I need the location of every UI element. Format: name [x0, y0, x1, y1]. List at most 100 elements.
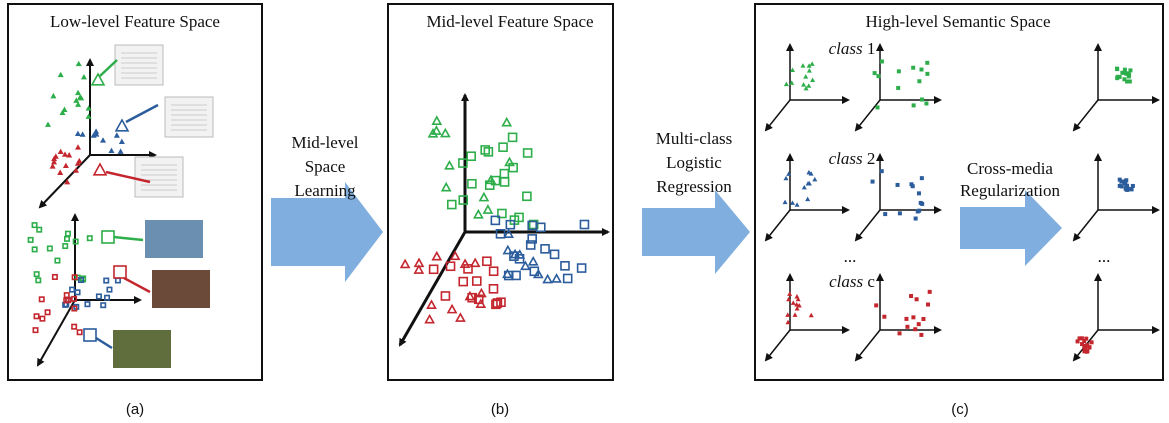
point	[551, 250, 559, 258]
axis	[766, 330, 790, 360]
link-arrow	[126, 105, 158, 122]
point	[800, 63, 805, 68]
point	[456, 314, 464, 321]
class-word: class	[829, 39, 863, 58]
point	[580, 221, 588, 229]
point	[924, 101, 928, 105]
point	[500, 170, 508, 178]
point	[490, 267, 498, 275]
arrow-label: Regression	[656, 177, 732, 196]
point	[503, 119, 511, 126]
point	[489, 285, 497, 293]
axis	[400, 232, 465, 345]
point	[561, 262, 569, 270]
point	[441, 129, 449, 136]
point	[871, 180, 875, 184]
point	[448, 305, 456, 312]
point	[1128, 68, 1132, 72]
point	[461, 260, 469, 267]
link-arrow	[100, 60, 117, 76]
point	[1128, 79, 1132, 83]
caption: (c)	[951, 401, 969, 418]
axis	[40, 155, 90, 207]
point	[32, 247, 36, 251]
point	[1085, 349, 1089, 353]
arrow-label: Multi-class	[656, 129, 733, 148]
point	[873, 71, 877, 75]
point	[480, 193, 488, 200]
panel-title: High-level Semantic Space	[865, 12, 1050, 31]
point	[473, 277, 481, 285]
point	[445, 162, 453, 169]
point	[63, 163, 69, 168]
point	[45, 310, 49, 314]
point	[85, 302, 89, 306]
point	[428, 301, 436, 308]
point	[37, 227, 41, 231]
point	[917, 191, 921, 195]
point	[809, 313, 814, 318]
point	[904, 317, 908, 321]
point	[898, 331, 902, 335]
point	[529, 258, 537, 265]
axis	[38, 300, 75, 365]
point	[917, 322, 921, 326]
class-label: class c	[829, 272, 875, 291]
point	[925, 72, 929, 76]
point	[541, 245, 549, 253]
class-index: 2	[867, 149, 876, 168]
point	[803, 74, 808, 79]
ellipsis: ...	[1098, 247, 1111, 266]
arrow-label: Space	[305, 157, 346, 176]
point	[61, 107, 67, 112]
axis	[766, 100, 790, 130]
link-arrow	[114, 237, 143, 240]
diagram: Low-level Feature Space Mid-level Featur…	[0, 0, 1169, 423]
point	[1120, 71, 1124, 75]
point	[1076, 339, 1080, 343]
point	[483, 257, 491, 265]
point	[1088, 345, 1092, 349]
point	[84, 329, 96, 341]
point	[911, 315, 915, 319]
point	[790, 68, 795, 73]
point	[882, 315, 886, 319]
point	[1124, 71, 1128, 75]
point	[471, 259, 479, 266]
point	[544, 275, 552, 282]
point	[1120, 184, 1124, 188]
point	[45, 121, 51, 126]
point	[499, 143, 507, 151]
class-label: class 1	[829, 39, 876, 58]
arrow-label: Logistic	[666, 153, 722, 172]
point	[66, 152, 72, 157]
ellipsis: ...	[844, 247, 857, 266]
point	[783, 176, 788, 181]
point	[430, 265, 438, 273]
point	[909, 294, 913, 298]
flow-arrow	[960, 190, 1062, 266]
point	[72, 324, 76, 328]
point	[76, 61, 82, 66]
photo	[145, 220, 203, 258]
class-label: class 2	[829, 149, 876, 168]
point	[1118, 178, 1122, 182]
class-index: c	[867, 272, 875, 291]
panel-title: Low-level Feature Space	[50, 12, 220, 31]
point	[107, 287, 111, 291]
point	[114, 266, 126, 278]
point	[807, 68, 812, 73]
arrow-label: Learning	[294, 181, 356, 200]
point	[1131, 184, 1135, 188]
point	[897, 69, 901, 73]
point	[484, 206, 492, 213]
point	[905, 325, 909, 329]
class-word: class	[829, 149, 863, 168]
point	[40, 316, 44, 320]
point	[401, 260, 409, 267]
point	[916, 209, 920, 213]
arrow-label: Mid-level	[291, 133, 358, 152]
point	[509, 133, 517, 141]
point	[898, 211, 902, 215]
point	[81, 74, 87, 79]
